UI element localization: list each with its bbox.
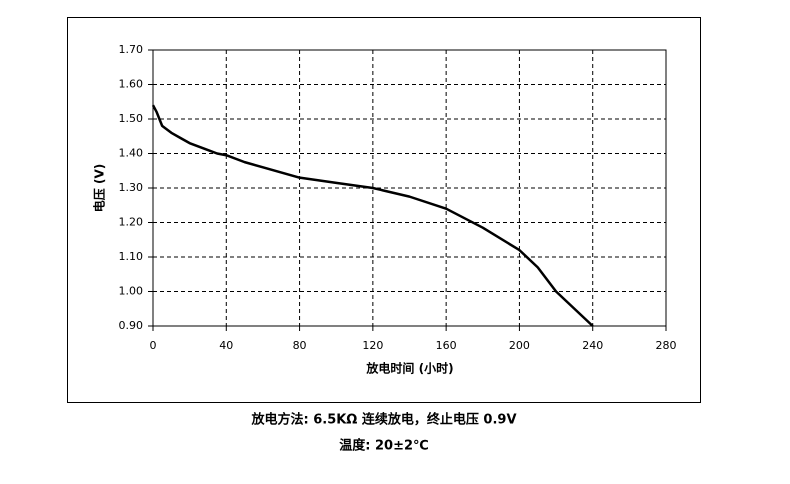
y-tick-label: 1.10 xyxy=(119,250,144,263)
y-tick-label: 1.20 xyxy=(119,216,144,229)
x-tick-label: 160 xyxy=(436,339,457,352)
x-axis-label: 放电时间 (小时) xyxy=(365,361,453,376)
y-axis-label: 电压 (V) xyxy=(92,164,107,212)
caption: 放电方法: 6.5KΩ 连续放电，终止电压 0.9V xyxy=(250,412,516,428)
x-tick-label: 80 xyxy=(293,339,307,352)
y-tick-label: 0.90 xyxy=(119,319,144,332)
y-tick-label: 1.30 xyxy=(119,181,144,194)
caption: 温度: 20±2℃ xyxy=(339,438,429,454)
x-tick-label: 40 xyxy=(219,339,233,352)
data-line xyxy=(151,104,594,327)
x-tick-label: 280 xyxy=(656,339,677,352)
y-tick-label: 1.40 xyxy=(119,147,144,160)
x-tick-label: 240 xyxy=(582,339,603,352)
y-tick-label: 1.50 xyxy=(119,112,144,125)
chart-frame xyxy=(67,17,701,403)
x-tick-label: 0 xyxy=(150,339,157,352)
y-tick-label: 1.00 xyxy=(119,285,144,298)
x-tick-label: 200 xyxy=(509,339,530,352)
x-tick-label: 120 xyxy=(362,339,383,352)
y-tick-label: 1.60 xyxy=(119,78,144,91)
y-tick-label: 1.70 xyxy=(119,43,144,56)
